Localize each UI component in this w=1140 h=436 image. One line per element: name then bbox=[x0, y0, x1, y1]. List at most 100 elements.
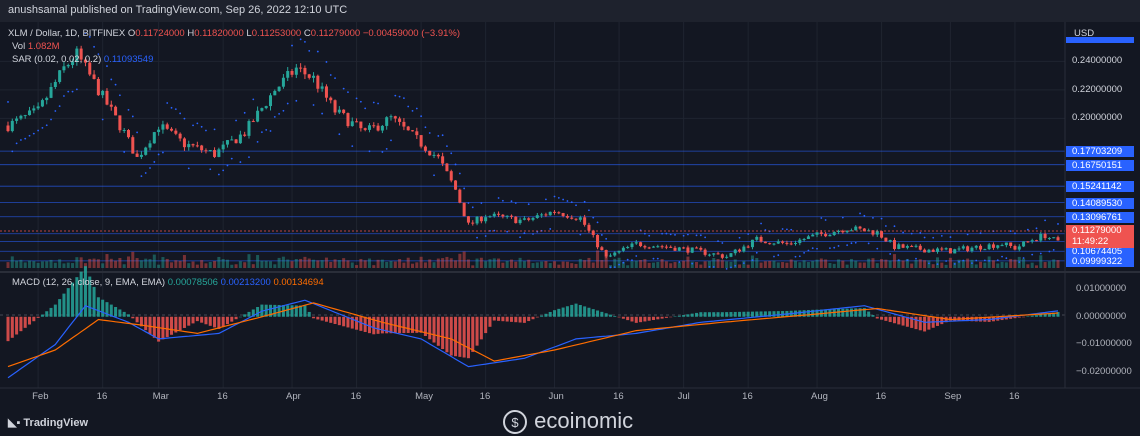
volume-bar bbox=[707, 261, 711, 268]
macd-hist-bar bbox=[10, 316, 14, 338]
volume-bar bbox=[561, 261, 565, 268]
volume-bar bbox=[979, 261, 983, 268]
macd-hist-bar bbox=[626, 316, 630, 321]
sar-dot bbox=[368, 150, 371, 153]
candle-body bbox=[256, 110, 260, 122]
macd-hist-bar bbox=[53, 304, 57, 317]
volume-bar bbox=[781, 262, 785, 268]
volume-bar bbox=[948, 257, 952, 268]
sar-dot bbox=[329, 74, 332, 76]
macd-hist-bar bbox=[570, 304, 574, 317]
volume-bar bbox=[135, 258, 139, 268]
candle-body bbox=[716, 253, 720, 255]
macd-hist-bar bbox=[324, 316, 328, 322]
volume-bar bbox=[639, 260, 643, 268]
sar-dot bbox=[876, 247, 879, 250]
macd-hist-bar bbox=[656, 316, 660, 320]
sar-dot bbox=[897, 259, 900, 261]
macd-hist-bar bbox=[527, 316, 531, 322]
volume-bar bbox=[178, 260, 182, 268]
volume-bar bbox=[243, 262, 247, 268]
macd-hist-bar bbox=[729, 312, 733, 317]
tradingview-logo[interactable]: ◣▪ TradingView bbox=[8, 416, 88, 429]
macd-hist-bar bbox=[406, 316, 410, 333]
macd-hist-bar bbox=[664, 316, 668, 318]
macd-hist-bar bbox=[905, 316, 909, 327]
candle-body bbox=[19, 115, 23, 119]
time-label: 16 bbox=[742, 391, 753, 402]
candle-body bbox=[497, 213, 501, 215]
sar-dot bbox=[476, 236, 478, 239]
volume-bar bbox=[174, 260, 178, 268]
sar-dot bbox=[945, 260, 948, 262]
ecoinomic-text: ecoinomic bbox=[534, 408, 634, 433]
macd-hist-bar bbox=[75, 277, 79, 317]
volume-bar bbox=[139, 260, 143, 268]
candle-body bbox=[307, 74, 311, 78]
candle-body bbox=[441, 156, 445, 164]
volume-bar bbox=[514, 261, 518, 268]
volume-bar bbox=[1030, 262, 1034, 268]
volume-bar bbox=[187, 263, 191, 268]
macd-hist-bar bbox=[79, 271, 83, 317]
macd-hist-bar bbox=[849, 308, 853, 317]
candle-body bbox=[651, 246, 655, 248]
candle-body bbox=[471, 222, 475, 224]
volume-bar bbox=[53, 262, 57, 268]
volume-bar bbox=[591, 262, 595, 268]
sar-dot bbox=[338, 133, 341, 136]
sar-dot bbox=[325, 61, 328, 63]
candle-body bbox=[690, 247, 694, 253]
macd-hist-bar bbox=[634, 316, 638, 323]
price-tick-label: 0.22000000 bbox=[1072, 83, 1123, 95]
sar-dot bbox=[949, 236, 952, 238]
macd-hist-bar bbox=[557, 308, 561, 317]
macd-hist-bar bbox=[157, 316, 161, 342]
macd-hist-bar bbox=[290, 305, 294, 317]
candle-body bbox=[96, 78, 100, 96]
macd-hist-bar bbox=[247, 311, 251, 317]
volume-bar bbox=[320, 260, 324, 268]
candle-body bbox=[845, 230, 849, 233]
candle-body bbox=[458, 189, 462, 203]
volume-bar bbox=[359, 258, 363, 268]
candle-body bbox=[402, 121, 406, 127]
volume-bar bbox=[372, 265, 376, 268]
macd-hist-bar bbox=[901, 316, 905, 326]
volume-bar bbox=[475, 258, 479, 268]
volume-bar bbox=[484, 261, 488, 268]
macd-hist-bar bbox=[1013, 316, 1017, 319]
candle-body bbox=[664, 246, 668, 248]
candle-body bbox=[466, 216, 470, 223]
candle-body bbox=[139, 154, 143, 157]
volume-bar bbox=[441, 258, 445, 268]
macd-hist-bar bbox=[256, 307, 260, 317]
volume-bar bbox=[518, 257, 522, 268]
sar-dot bbox=[699, 234, 702, 237]
candle-body bbox=[518, 219, 522, 224]
close-value: 0.11279000 bbox=[310, 28, 361, 39]
volume-bar bbox=[647, 262, 651, 268]
sar-dot bbox=[140, 175, 143, 178]
macd-hist-bar bbox=[587, 307, 591, 317]
macd-hist-bar bbox=[1022, 316, 1026, 318]
candle-body bbox=[225, 140, 229, 145]
macd-hist-bar bbox=[466, 316, 470, 359]
volume-bar bbox=[845, 264, 849, 268]
volume-bar bbox=[251, 264, 255, 268]
sar-dot bbox=[239, 161, 242, 163]
macd-hist-bar bbox=[105, 302, 109, 317]
volume-bar bbox=[96, 259, 100, 268]
candle-body bbox=[1056, 237, 1060, 241]
macd-hist-bar bbox=[897, 316, 901, 325]
candle-body bbox=[630, 243, 634, 248]
sar-dot bbox=[347, 91, 349, 94]
macd-hist-bar bbox=[174, 316, 178, 333]
chart-canvas[interactable] bbox=[0, 22, 1140, 410]
candle-body bbox=[837, 230, 841, 233]
volume-bar bbox=[307, 258, 311, 268]
volume-bar bbox=[32, 261, 36, 268]
macd-hist-bar bbox=[858, 308, 862, 317]
sar-dot bbox=[1014, 232, 1016, 235]
sar-label: SAR (0.02, 0.02, 0.2) bbox=[12, 54, 102, 65]
